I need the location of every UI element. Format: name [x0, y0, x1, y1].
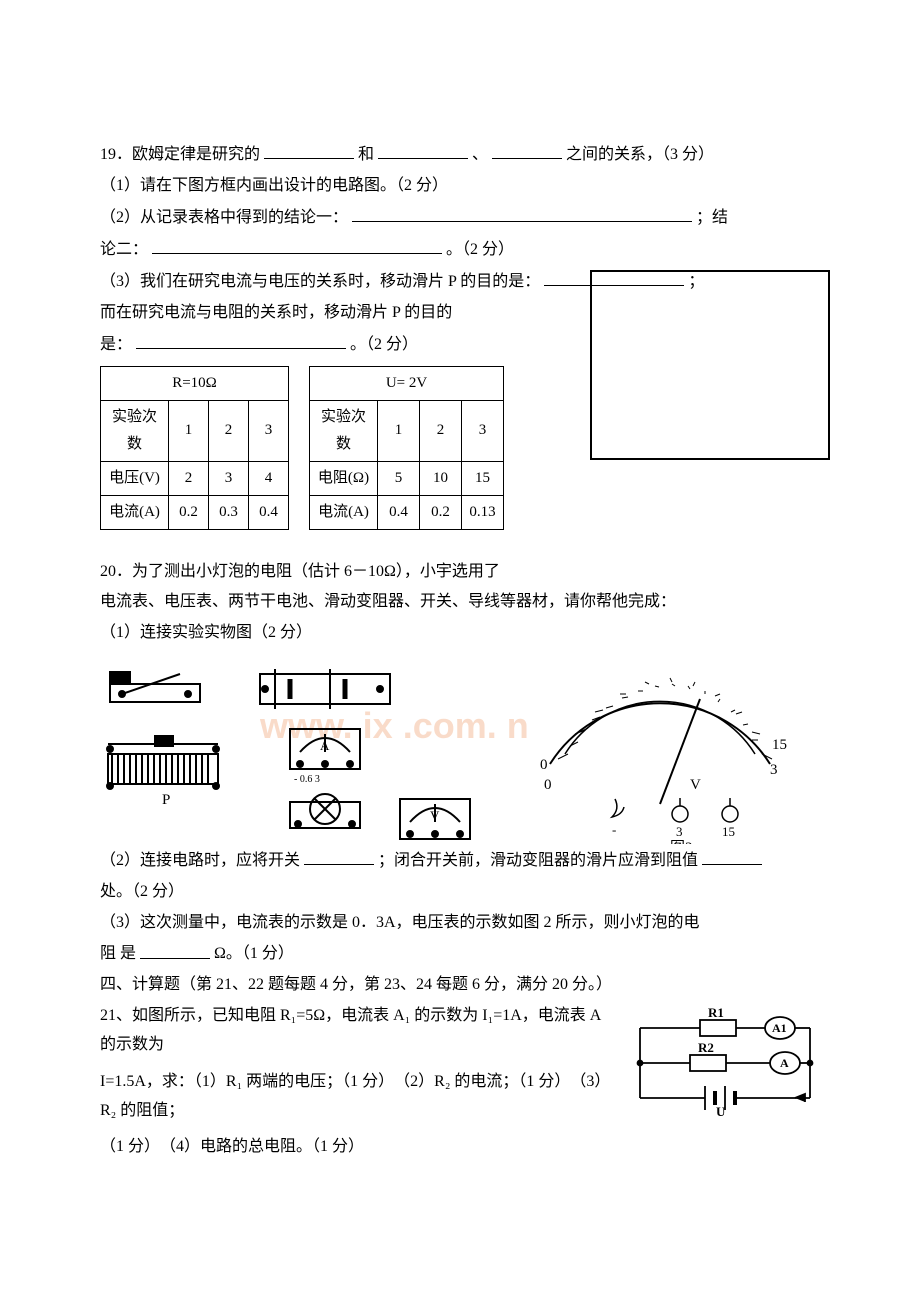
blank[interactable] — [140, 939, 210, 958]
text: 和 — [358, 146, 374, 163]
text: ；闭合开关前，滑动变阻器的滑片应滑到阻值 — [378, 852, 698, 869]
blank[interactable] — [136, 330, 346, 349]
svg-text:U: U — [716, 1104, 726, 1118]
svg-text:15: 15 — [772, 737, 787, 753]
cell: 0.13 — [462, 495, 504, 529]
blank[interactable] — [352, 203, 692, 222]
table-title: U= 2V — [310, 366, 504, 400]
svg-text:15: 15 — [722, 824, 735, 839]
circuit-svg: R1 R2 A1 A U — [630, 1008, 820, 1118]
blank[interactable] — [702, 846, 762, 865]
table-u2v: U= 2V 实验次数 1 2 3 电阻(Ω) 5 10 15 电流(A) 0.4… — [309, 366, 504, 530]
svg-text:-: - — [612, 822, 616, 837]
svg-text:3: 3 — [676, 824, 683, 839]
svg-text:A: A — [780, 1056, 789, 1070]
cell: 2 — [169, 461, 209, 495]
cell: 3 — [462, 400, 504, 461]
cell: 3 — [249, 400, 289, 461]
cell: 4 — [249, 461, 289, 495]
components-svg: P A - 0.6 3 V — [100, 654, 800, 844]
text: 之间的关系，（3 分） — [566, 146, 714, 163]
text: 。（2 分） — [350, 336, 418, 353]
cell: 电压(V) — [101, 461, 169, 495]
cell: 电阻(Ω) — [310, 461, 378, 495]
q20-p2: （2）连接电路时，应将开关 ；闭合开关前，滑动变阻器的滑片应滑到阻值 — [100, 846, 820, 876]
cell: 0.3 — [209, 495, 249, 529]
blank[interactable] — [492, 140, 562, 159]
cell: 5 — [378, 461, 420, 495]
svg-text:0: 0 — [544, 777, 552, 793]
q21-circuit-figure: R1 R2 A1 A U — [630, 1008, 820, 1129]
q21-l3: （1 分） （4）电路的总电阻。（1 分） — [100, 1133, 820, 1162]
section4: 四、计算题（第 21、22 题每题 4 分，第 23、24 每题 6 分，满分 … — [100, 971, 820, 1000]
cell: 1 — [378, 400, 420, 461]
circuit-components-figure: www. ix .com. n — [100, 654, 800, 844]
svg-text:R1: R1 — [708, 1008, 724, 1020]
svg-text:V: V — [430, 808, 440, 823]
text: 19．欧姆定律是研究的 — [100, 146, 260, 163]
cell: 0.4 — [249, 495, 289, 529]
q20-p2b: 处。（2 分） — [100, 878, 820, 907]
cell: 实验次数 — [101, 400, 169, 461]
circuit-drawbox[interactable] — [590, 270, 830, 460]
svg-text:- 0.6 3: - 0.6 3 — [294, 774, 320, 785]
svg-text:A: A — [320, 738, 330, 753]
svg-text:图2: 图2 — [670, 839, 693, 844]
cell: 0.2 — [169, 495, 209, 529]
text: （3）我们在研究电流与电压的关系时，移动滑片 P 的目的是： — [100, 273, 540, 290]
q19-p2b: 论二： 。（2 分） — [100, 235, 820, 265]
text: 、 — [472, 146, 488, 163]
svg-text:R2: R2 — [698, 1040, 714, 1055]
table-title: R=10Ω — [101, 366, 289, 400]
q19-p1: （1）请在下图方框内画出设计的电路图。（2 分） — [100, 172, 820, 201]
q20-p3b: 阻 是 Ω。（1 分） — [100, 939, 820, 969]
cell: 2 — [209, 400, 249, 461]
q19-p2: （2）从记录表格中得到的结论一： ；结 — [100, 203, 820, 233]
svg-text:3: 3 — [770, 762, 778, 778]
q20-intro: 20．为了测出小灯泡的电阻（估计 6－10Ω），小宇选用了 — [100, 558, 820, 587]
cell: 实验次数 — [310, 400, 378, 461]
cell: 电流(A) — [310, 495, 378, 529]
text: Ω。（1 分） — [214, 946, 294, 963]
cell: 0.2 — [420, 495, 462, 529]
table-r10: R=10Ω 实验次数 1 2 3 电压(V) 2 3 4 电流(A) 0.2 0… — [100, 366, 289, 530]
q20-intro2: 电流表、电压表、两节干电池、滑动变阻器、开关、导线等器材，请你帮他完成： — [100, 588, 820, 617]
text: 论二： — [100, 241, 148, 258]
blank[interactable] — [152, 235, 442, 254]
cell: 电流(A) — [101, 495, 169, 529]
text: 。（2 分） — [446, 241, 514, 258]
svg-text:0: 0 — [540, 757, 548, 773]
blank[interactable] — [378, 140, 468, 159]
cell: 3 — [209, 461, 249, 495]
blank[interactable] — [304, 846, 374, 865]
cell: 10 — [420, 461, 462, 495]
text: ；结 — [696, 209, 728, 226]
cell: 15 — [462, 461, 504, 495]
svg-text:P: P — [162, 792, 170, 808]
q20-p3a: （3）这次测量中，电流表的示数是 0．3A，电压表的示数如图 2 所示，则小灯泡… — [100, 909, 820, 938]
svg-text:V: V — [690, 777, 701, 793]
text: （2）从记录表格中得到的结论一： — [100, 209, 348, 226]
text: （2）连接电路时，应将开关 — [100, 852, 300, 869]
q19-intro: 19．欧姆定律是研究的 和 、 之间的关系，（3 分） — [100, 140, 820, 170]
svg-text:A1: A1 — [772, 1021, 787, 1035]
text: 阻 是 — [100, 946, 136, 963]
cell: 1 — [169, 400, 209, 461]
blank[interactable] — [264, 140, 354, 159]
cell: 2 — [420, 400, 462, 461]
q20-p1: （1）连接实验实物图（2 分） — [100, 619, 820, 648]
cell: 0.4 — [378, 495, 420, 529]
text: 是： — [100, 336, 132, 353]
